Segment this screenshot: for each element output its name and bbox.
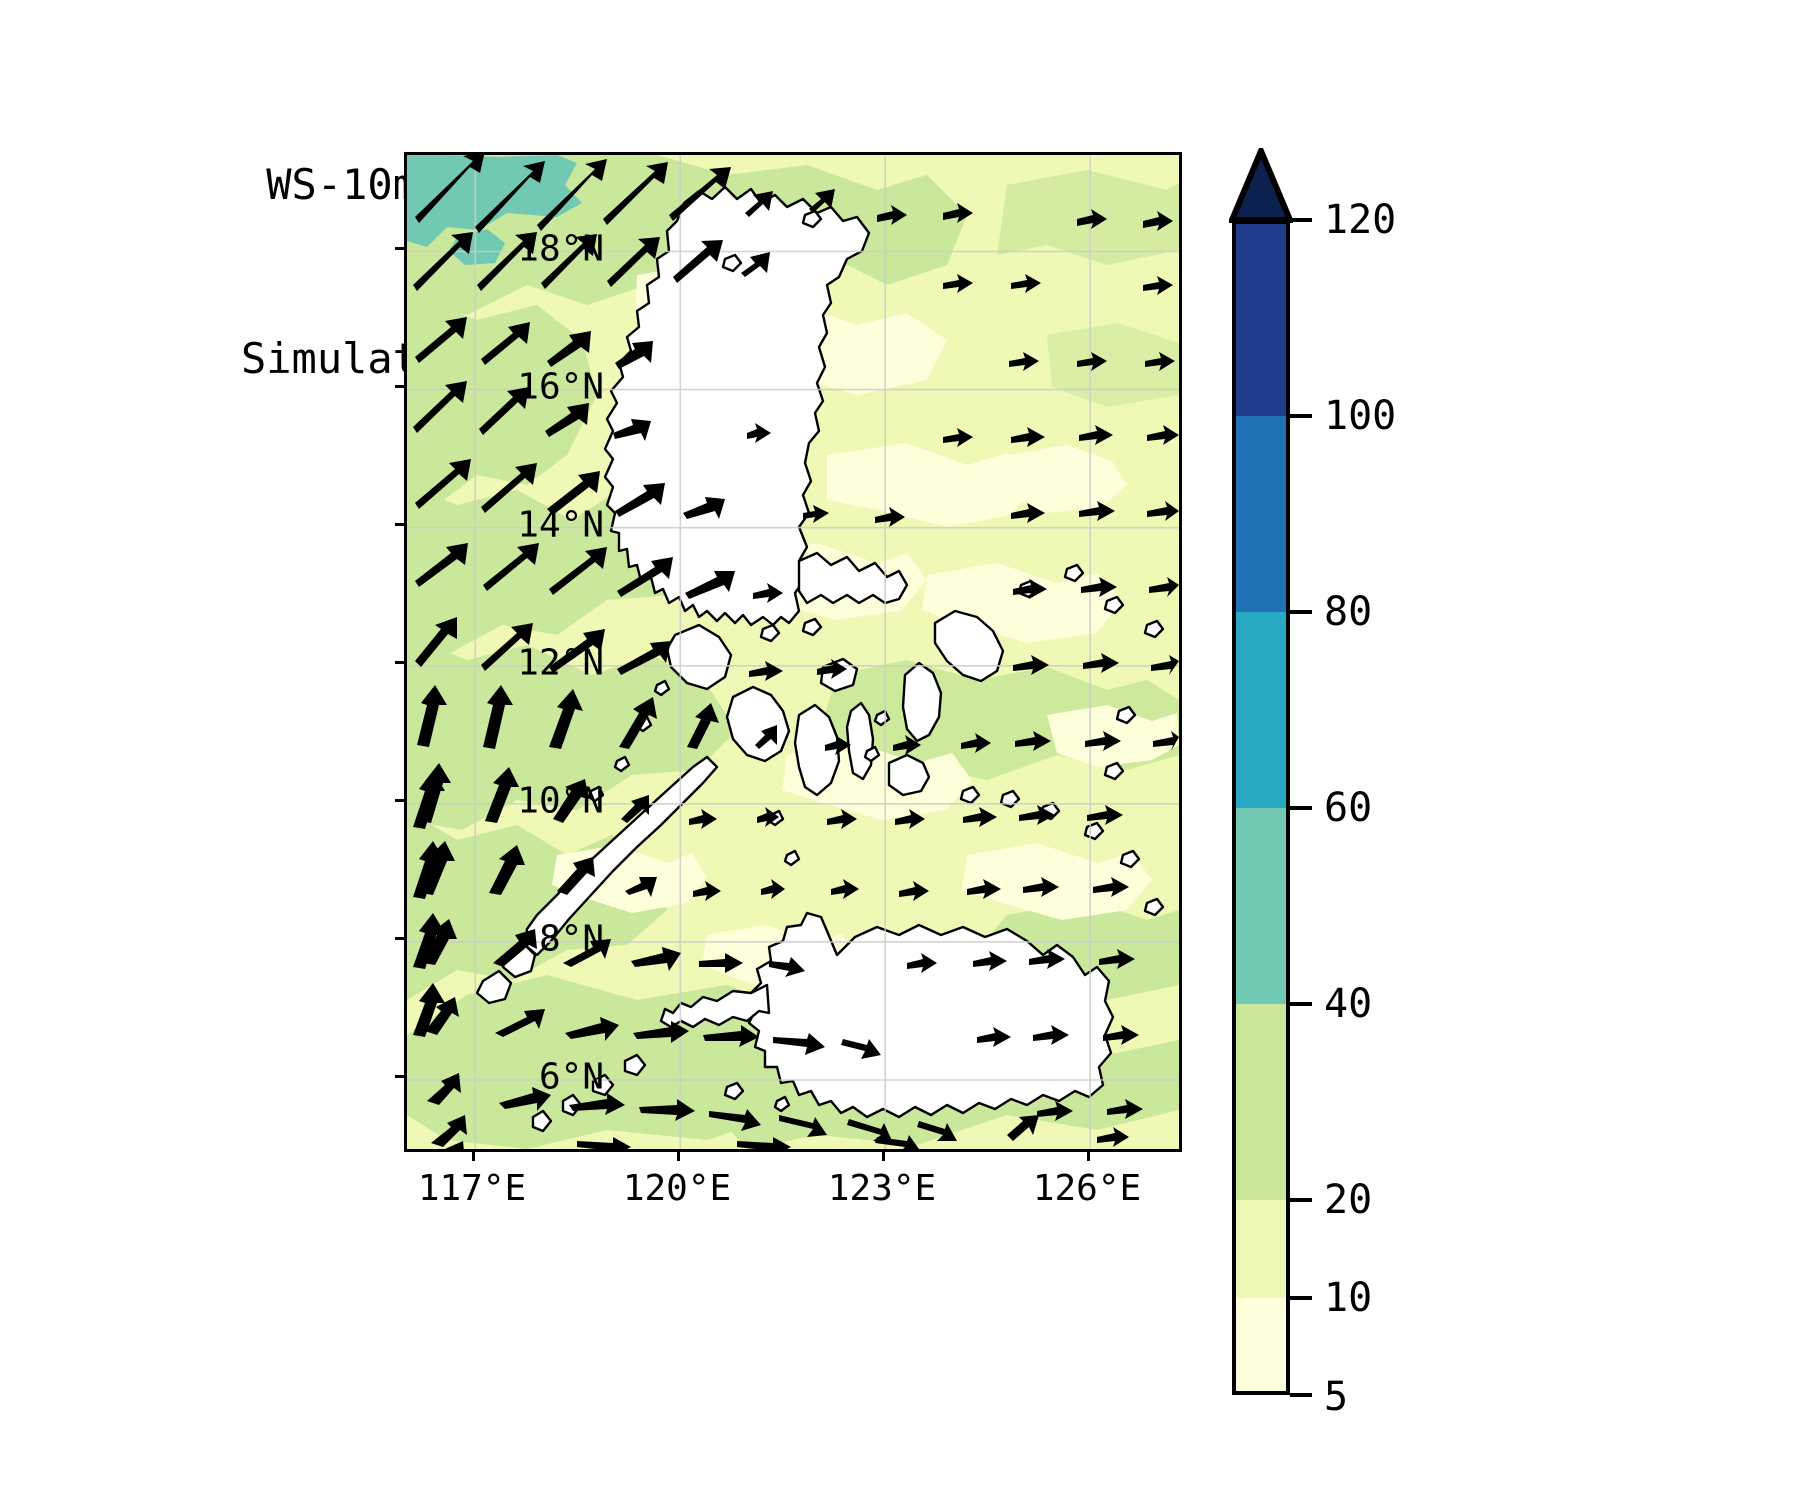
xtick-mark-120E <box>677 1152 680 1161</box>
cbar-tick-120 <box>1290 218 1312 222</box>
cbar-label-120: 120 <box>1324 197 1397 243</box>
ytick-mark-14N <box>395 523 404 526</box>
cbar-tick-80 <box>1290 610 1312 614</box>
cbar-seg-5-10 <box>1232 1298 1290 1395</box>
xtick-mark-117E <box>472 1152 475 1161</box>
cbar-tick-100 <box>1290 414 1312 418</box>
map-plot-area <box>407 155 1179 1149</box>
xtick-label-123E: 123°E <box>827 1168 937 1209</box>
wind-speed-field <box>407 155 1179 1149</box>
xtick-label-117E: 117°E <box>417 1168 527 1209</box>
xtick-mark-126E <box>1087 1152 1090 1161</box>
ytick-mark-8N <box>395 937 404 940</box>
ytick-mark-16N <box>395 385 404 388</box>
xtick-label-120E: 120°E <box>622 1168 732 1209</box>
cbar-tick-40 <box>1290 1002 1312 1006</box>
cbar-label-80: 80 <box>1324 589 1373 635</box>
colorbar-extend-arrow <box>1229 148 1293 223</box>
wind-vector-field <box>413 155 1179 1149</box>
ytick-mark-12N <box>395 661 404 664</box>
cbar-seg-20-40 <box>1232 1004 1290 1200</box>
ytick-label-10N: 10°N <box>517 780 604 822</box>
cbar-label-40: 40 <box>1324 981 1373 1027</box>
colorbar[interactable]: 120 100 80 60 40 20 10 5 <box>1229 148 1662 1420</box>
ytick-mark-6N <box>395 1075 404 1078</box>
cbar-seg-60-80 <box>1232 612 1290 808</box>
ytick-mark-18N <box>395 247 404 250</box>
ytick-label-8N: 8°N <box>538 918 604 960</box>
cbar-label-20: 20 <box>1324 1177 1373 1223</box>
cbar-seg-40-60 <box>1232 808 1290 1004</box>
ytick-mark-10N <box>395 799 404 802</box>
cbar-seg-10-20 <box>1232 1200 1290 1298</box>
cbar-tick-20 <box>1290 1198 1312 1202</box>
cbar-seg-100-120 <box>1232 220 1290 416</box>
cbar-label-100: 100 <box>1324 393 1397 439</box>
colorbar-gradient <box>1232 220 1290 1395</box>
cbar-tick-10 <box>1290 1296 1312 1300</box>
cbar-tick-5 <box>1290 1393 1312 1397</box>
ytick-label-6N: 6°N <box>538 1056 604 1098</box>
ytick-label-18N: 18°N <box>517 228 604 269</box>
xtick-mark-123E <box>882 1152 885 1161</box>
cbar-label-10: 10 <box>1324 1275 1373 1321</box>
ytick-label-16N: 16°N <box>517 366 604 408</box>
ytick-label-12N: 12°N <box>517 642 604 684</box>
cbar-label-60: 60 <box>1324 785 1373 831</box>
cbar-tick-60 <box>1290 806 1312 810</box>
map-axes[interactable] <box>404 152 1182 1152</box>
xtick-label-126E: 126°E <box>1032 1168 1142 1209</box>
cbar-label-5: 5 <box>1324 1374 1349 1420</box>
cbar-seg-80-100 <box>1232 416 1290 612</box>
ytick-label-14N: 14°N <box>517 504 604 546</box>
